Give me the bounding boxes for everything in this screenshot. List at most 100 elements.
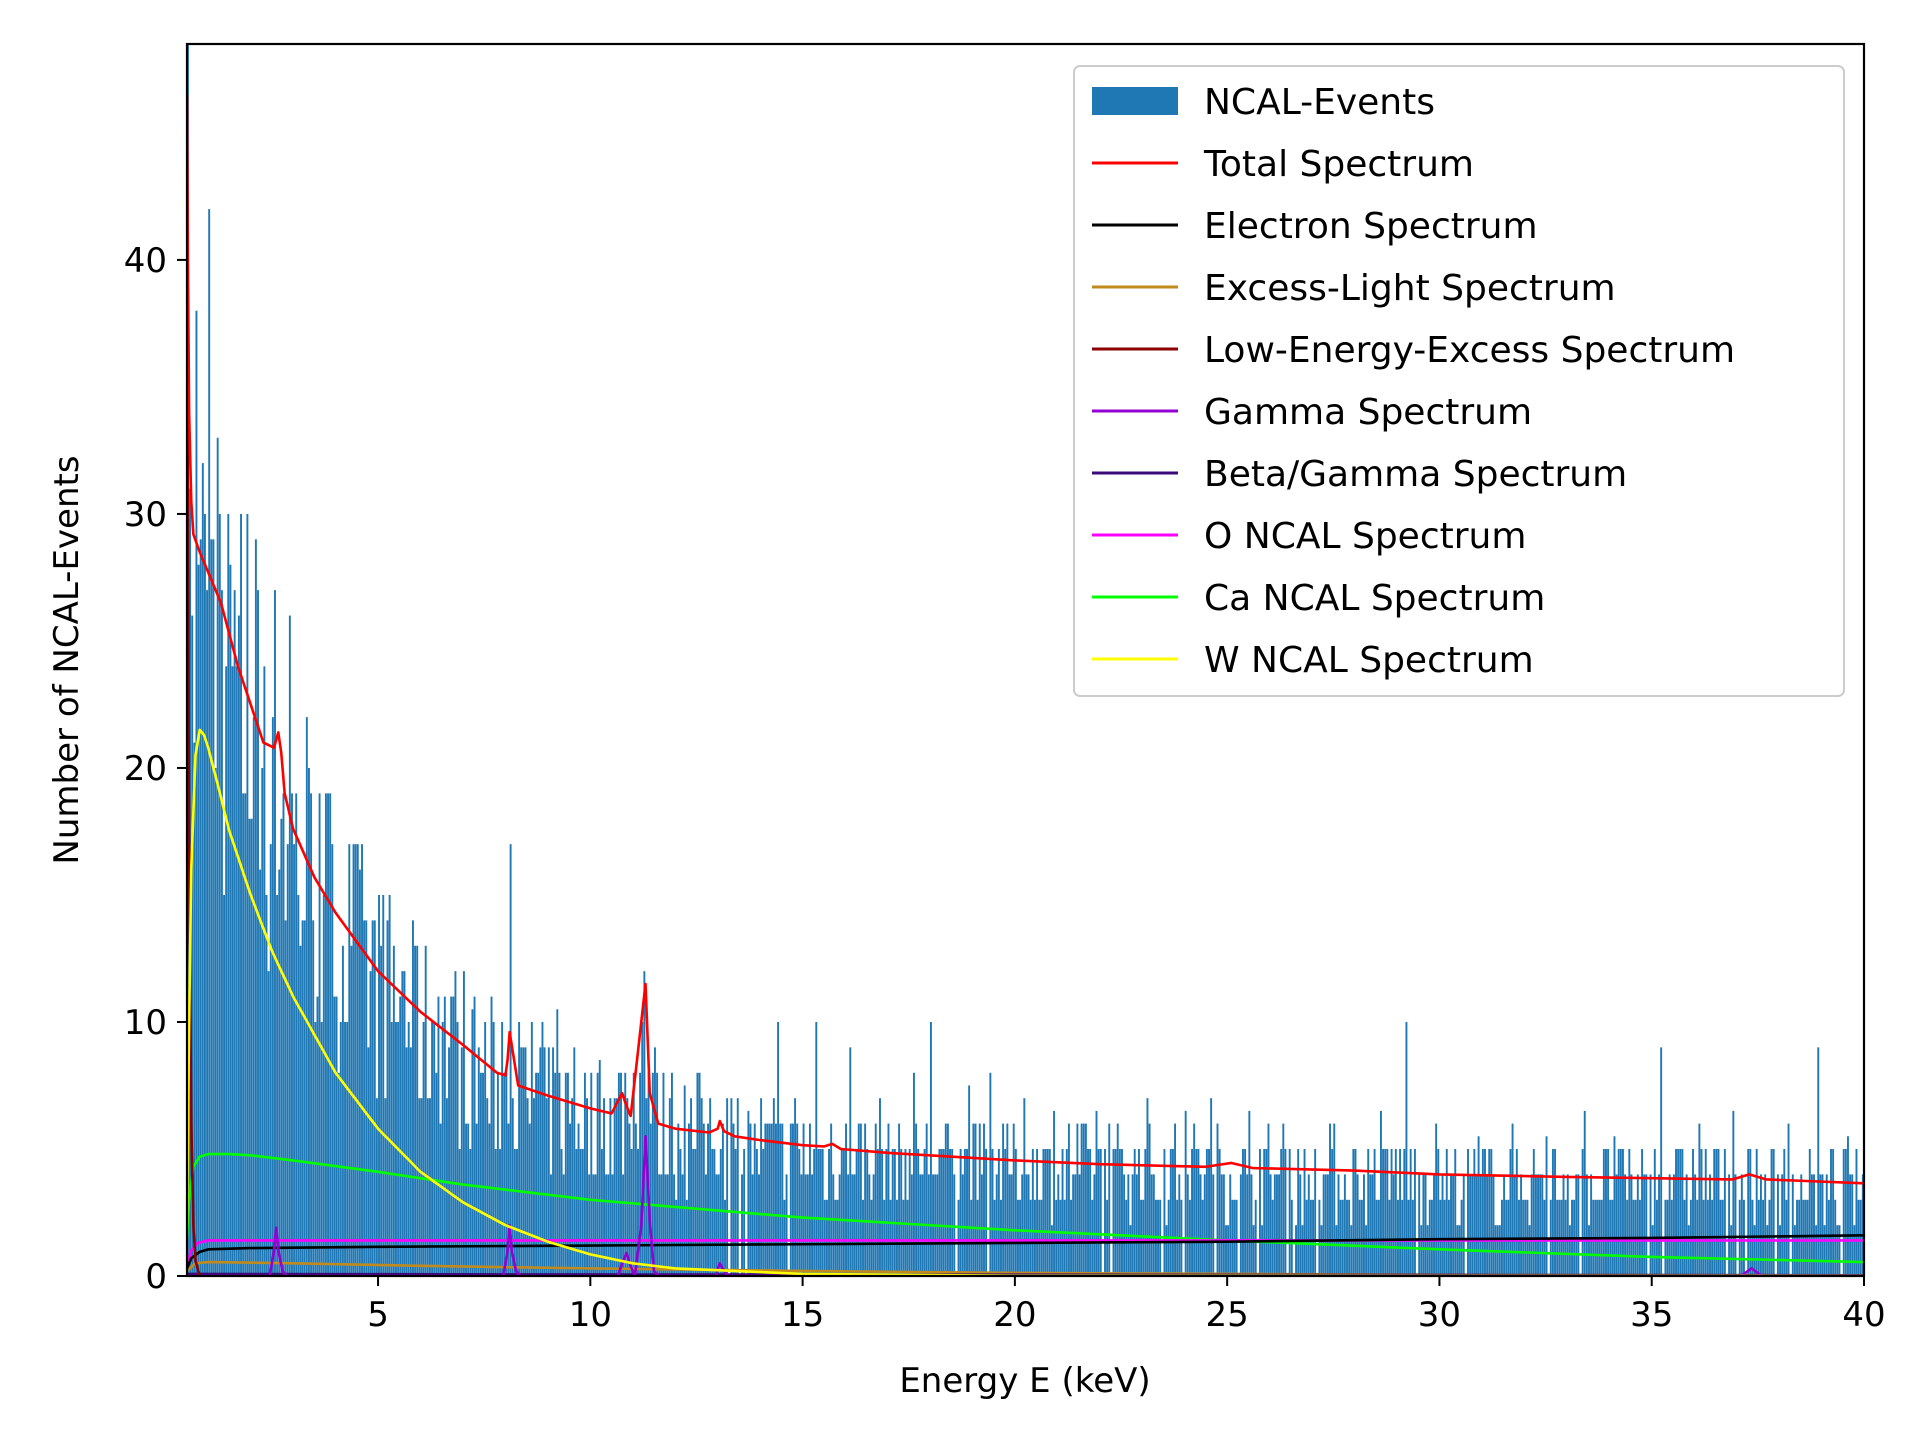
histogram-bar bbox=[683, 1085, 686, 1276]
histogram-bar bbox=[1305, 1199, 1308, 1276]
histogram-bar bbox=[416, 945, 419, 1276]
histogram-bar bbox=[1191, 1148, 1193, 1276]
histogram-bar bbox=[898, 1123, 901, 1276]
histogram-bar bbox=[1263, 1148, 1266, 1276]
histogram-bar bbox=[1768, 1199, 1771, 1276]
histogram-bar bbox=[1335, 1225, 1338, 1276]
histogram-bar bbox=[322, 894, 325, 1276]
histogram-bar bbox=[484, 1021, 487, 1276]
histogram-bar bbox=[620, 1072, 622, 1276]
histogram-bar bbox=[237, 615, 240, 1276]
histogram-bar bbox=[1687, 1225, 1690, 1276]
histogram-bar bbox=[1479, 1174, 1482, 1276]
histogram-bar bbox=[252, 717, 255, 1276]
histogram-bar bbox=[966, 1148, 968, 1276]
histogram-bar bbox=[1588, 1225, 1590, 1276]
histogram-bar bbox=[414, 945, 417, 1276]
x-axis-ticks: 5 10 15 20 25 30 35 40 bbox=[367, 1276, 1886, 1335]
histogram-bar bbox=[240, 513, 242, 1276]
histogram-bar bbox=[1222, 1174, 1225, 1276]
histogram-bar bbox=[496, 1072, 499, 1276]
histogram-bar bbox=[1106, 1199, 1109, 1276]
histogram-bar bbox=[1734, 1174, 1737, 1276]
histogram-bar bbox=[1804, 1199, 1807, 1276]
histogram-bar bbox=[1297, 1148, 1300, 1276]
histogram-bar bbox=[1048, 1148, 1051, 1276]
histogram-bar bbox=[1065, 1148, 1068, 1276]
histogram-bar bbox=[885, 1148, 888, 1276]
histogram-bar bbox=[874, 1123, 877, 1276]
histogram-bar bbox=[1000, 1199, 1002, 1276]
histogram-bar bbox=[1280, 1148, 1283, 1276]
histogram-bar bbox=[600, 1148, 603, 1276]
histogram-bar bbox=[467, 1123, 470, 1276]
histogram-bar bbox=[1855, 1148, 1858, 1276]
histogram-bar bbox=[953, 1174, 956, 1276]
x-tick-label: 5 bbox=[367, 1295, 389, 1335]
histogram-bar bbox=[1796, 1199, 1798, 1276]
histogram-bar bbox=[806, 1174, 809, 1276]
histogram-bar bbox=[547, 1047, 550, 1276]
histogram-bar bbox=[1566, 1174, 1569, 1276]
histogram-bar bbox=[1709, 1174, 1711, 1276]
histogram-bar bbox=[946, 1123, 949, 1276]
histogram-bar bbox=[944, 1123, 947, 1276]
histogram-bar bbox=[817, 1148, 820, 1276]
histogram-bar bbox=[282, 793, 285, 1276]
histogram-bar bbox=[845, 1123, 847, 1276]
histogram-bar bbox=[1027, 1174, 1030, 1276]
histogram-bar bbox=[1307, 1174, 1310, 1276]
histogram-bar bbox=[1672, 1174, 1675, 1276]
histogram-bar bbox=[1212, 1174, 1215, 1276]
histogram-bar bbox=[1630, 1174, 1633, 1276]
histogram-bar bbox=[1012, 1123, 1015, 1276]
histogram-bar bbox=[753, 1123, 756, 1276]
histogram-bar bbox=[566, 1072, 569, 1276]
histogram-bar bbox=[1861, 1174, 1864, 1276]
histogram-bar bbox=[218, 513, 221, 1276]
histogram-bar bbox=[662, 1072, 665, 1276]
histogram-bar bbox=[1534, 1174, 1537, 1276]
histogram-bar bbox=[1823, 1225, 1826, 1276]
histogram-bar bbox=[1233, 1199, 1236, 1276]
histogram-bar bbox=[1817, 1047, 1820, 1276]
histogram-bar bbox=[206, 590, 209, 1276]
histogram-bar bbox=[550, 1174, 552, 1276]
histogram-bar bbox=[1420, 1225, 1423, 1276]
histogram-bar bbox=[367, 1047, 370, 1276]
histogram-bar bbox=[972, 1123, 975, 1276]
histogram-bar bbox=[1038, 1199, 1041, 1276]
histogram-bar bbox=[543, 1047, 546, 1276]
histogram-bar bbox=[291, 793, 293, 1276]
histogram-bar bbox=[242, 793, 245, 1276]
histogram-bar bbox=[1851, 1174, 1854, 1276]
histogram-bar bbox=[1847, 1136, 1849, 1276]
histogram-bar bbox=[1150, 1174, 1153, 1276]
histogram-bar bbox=[1628, 1148, 1631, 1276]
histogram-bar bbox=[1129, 1225, 1132, 1276]
histogram-bar bbox=[1050, 1225, 1053, 1276]
legend-entry: O NCAL Spectrum bbox=[1204, 516, 1526, 557]
histogram-bar bbox=[348, 844, 351, 1276]
histogram-bar bbox=[1061, 1148, 1064, 1276]
histogram-bar bbox=[1004, 1148, 1007, 1276]
histogram-bar bbox=[1087, 1148, 1089, 1276]
histogram-bar bbox=[339, 1021, 342, 1276]
histogram-bar bbox=[1821, 1174, 1824, 1276]
histogram-bar bbox=[1093, 1174, 1096, 1276]
histogram-bar bbox=[1352, 1148, 1355, 1276]
histogram-bar bbox=[1660, 1047, 1663, 1276]
histogram-bar bbox=[1354, 1148, 1357, 1276]
histogram-bar bbox=[893, 1148, 896, 1276]
histogram-bar bbox=[1142, 1199, 1145, 1276]
histogram-bar bbox=[1235, 1199, 1238, 1276]
histogram-bar bbox=[677, 1123, 680, 1276]
histogram-bar bbox=[401, 971, 404, 1276]
histogram-bar bbox=[1806, 1199, 1809, 1276]
histogram-bar bbox=[1704, 1148, 1707, 1276]
histogram-bar bbox=[1057, 1174, 1060, 1276]
histogram-bar bbox=[248, 818, 251, 1276]
histogram-bar bbox=[271, 717, 274, 1276]
histogram-bar bbox=[341, 945, 344, 1276]
histogram-bar bbox=[1467, 1148, 1469, 1276]
